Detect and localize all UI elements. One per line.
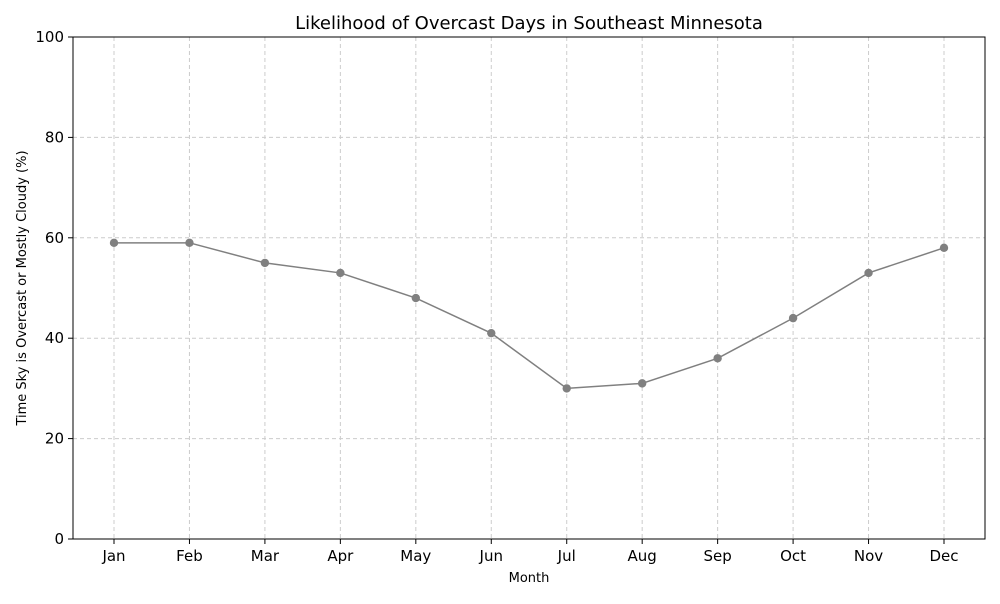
plot-frame <box>72 36 986 540</box>
series-group <box>109 238 949 393</box>
x-tick-label: Aug <box>628 547 657 565</box>
data-point-mar <box>260 258 270 268</box>
y-tick-label: 80 <box>45 128 64 146</box>
data-point-jan <box>109 238 119 248</box>
data-point-may <box>411 293 421 303</box>
chart-title: Likelihood of Overcast Days in Southeast… <box>295 13 763 34</box>
x-tick-label: Nov <box>854 547 883 565</box>
y-tick-label: 100 <box>35 28 64 46</box>
grid-lines <box>73 37 985 539</box>
x-tick-label: Mar <box>251 547 280 565</box>
data-point-oct <box>788 313 798 323</box>
data-point-aug <box>637 379 647 388</box>
x-tick-label: Dec <box>929 547 958 565</box>
data-point-sep <box>713 354 722 363</box>
data-point-feb <box>185 238 194 248</box>
y-tick-label: 60 <box>45 229 64 247</box>
data-point-apr <box>336 268 345 278</box>
data-point-dec <box>939 243 949 253</box>
x-tick-label: Oct <box>780 547 806 565</box>
x-tick-label: Jun <box>479 547 503 565</box>
axis-ticks: Jan Feb Mar Apr May Jun Jul Aug Sep Oct Nov Dec 0 20 4… <box>35 28 958 565</box>
data-point-jul <box>562 384 571 393</box>
y-tick-label: 0 <box>54 530 64 548</box>
series-line <box>114 242 945 390</box>
data-point-jun <box>487 328 496 338</box>
x-tick-label: Jul <box>557 547 576 565</box>
x-axis-label: Month <box>509 571 550 586</box>
y-tick-label: 40 <box>45 329 64 347</box>
x-tick-label: Sep <box>703 547 731 565</box>
y-tick-label: 20 <box>45 430 64 448</box>
y-axis-label: Time Sky is Overcast or Mostly Cloudy (%… <box>15 150 30 426</box>
x-tick-label: Feb <box>176 547 203 565</box>
x-tick-label: May <box>400 547 431 565</box>
x-tick-label: Apr <box>327 547 354 565</box>
data-point-nov <box>864 268 873 278</box>
x-tick-label: Jan <box>101 547 125 565</box>
